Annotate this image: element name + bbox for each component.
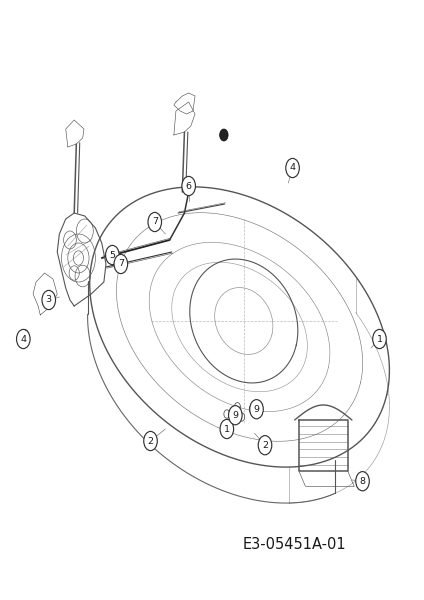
Text: 7: 7 <box>152 217 158 226</box>
Circle shape <box>21 329 28 340</box>
Text: 3: 3 <box>46 295 52 304</box>
Text: 4: 4 <box>20 335 26 343</box>
Text: 9: 9 <box>232 410 238 420</box>
Circle shape <box>182 176 195 196</box>
Text: 1: 1 <box>224 425 230 433</box>
Circle shape <box>373 329 386 349</box>
Text: 7: 7 <box>118 259 124 268</box>
Text: 2: 2 <box>262 440 268 450</box>
Circle shape <box>250 400 263 419</box>
Circle shape <box>249 405 255 413</box>
Text: E3-05451A-01: E3-05451A-01 <box>243 538 346 552</box>
Circle shape <box>42 290 56 310</box>
Text: 9: 9 <box>254 404 259 414</box>
Circle shape <box>239 413 245 421</box>
Text: 2: 2 <box>148 437 153 445</box>
Circle shape <box>229 406 242 425</box>
Circle shape <box>148 212 162 232</box>
Text: 8: 8 <box>360 476 365 486</box>
Circle shape <box>356 472 369 491</box>
Text: 1: 1 <box>377 335 382 343</box>
Circle shape <box>224 410 230 418</box>
Circle shape <box>258 436 272 455</box>
Circle shape <box>106 245 119 265</box>
Circle shape <box>286 158 299 178</box>
Circle shape <box>114 254 128 274</box>
Circle shape <box>220 419 234 439</box>
Text: 5: 5 <box>109 251 115 259</box>
Circle shape <box>144 431 157 451</box>
Circle shape <box>234 403 240 411</box>
Text: 4: 4 <box>290 163 296 173</box>
Circle shape <box>17 329 30 349</box>
Text: 6: 6 <box>186 182 192 191</box>
Circle shape <box>220 129 228 141</box>
